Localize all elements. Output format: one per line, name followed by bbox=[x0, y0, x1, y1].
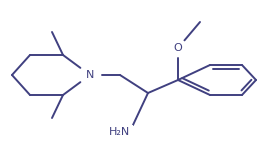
Text: H₂N: H₂N bbox=[109, 127, 131, 137]
Text: N: N bbox=[86, 70, 94, 80]
Text: O: O bbox=[174, 43, 182, 53]
